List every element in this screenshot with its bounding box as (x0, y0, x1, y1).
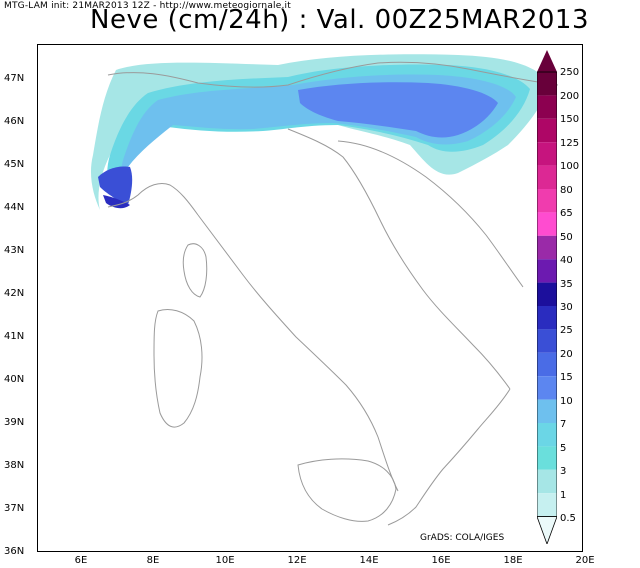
legend-label: 1 (560, 490, 567, 501)
legend-label: 0.5 (560, 513, 576, 524)
legend-swatch (537, 72, 557, 96)
legend-swatch (537, 259, 557, 283)
legend-top-arrow (537, 50, 557, 72)
legend-label: 40 (560, 255, 573, 266)
legend-label: 150 (560, 114, 580, 125)
lat-label: 37N (4, 503, 25, 514)
lat-label: 46N (4, 116, 25, 127)
snow-field (90, 54, 550, 210)
legend-label: 3 (560, 466, 567, 477)
legend-swatch (537, 376, 557, 400)
adriatic-coast (287, 128, 511, 390)
lat-label: 40N (4, 374, 25, 385)
legend-label: 100 (560, 161, 580, 172)
map-canvas (90, 54, 559, 526)
coastlines-and-borders (107, 61, 559, 526)
legend-swatch (537, 399, 557, 423)
lat-label: 36N (4, 546, 25, 557)
lon-label: 12E (287, 555, 307, 566)
legend-swatch (537, 282, 557, 306)
map-title: Neve (cm/24h) : Val. 00Z25MAR2013 (90, 5, 589, 35)
legend-label: 80 (560, 185, 573, 196)
lat-label: 39N (4, 417, 25, 428)
legend-swatch (537, 165, 557, 189)
snow-zone-blue (298, 82, 498, 138)
legend-label: 200 (560, 91, 580, 102)
lon-label: 10E (215, 555, 235, 566)
legend-label: 10 (560, 396, 573, 407)
lat-label: 45N (4, 159, 25, 170)
legend-swatch (537, 493, 557, 517)
alpine-border (107, 61, 559, 88)
lat-label: 42N (4, 288, 25, 299)
lat-label: 47N (4, 73, 25, 84)
sicily-outline (297, 458, 397, 522)
tyrrhenian-coast (197, 214, 399, 492)
lon-label: 8E (146, 555, 160, 566)
corsica-outline (182, 243, 208, 298)
legend-swatch (537, 446, 557, 470)
legend-label: 15 (560, 372, 573, 383)
color-legend (537, 50, 557, 544)
legend-swatch (537, 469, 557, 494)
legend-label: 250 (560, 67, 580, 78)
legend-swatch (537, 118, 557, 143)
legend-swatch (537, 423, 557, 447)
legend-swatch (537, 329, 557, 353)
legend-outline (537, 71, 557, 518)
legend-swatch (537, 352, 557, 377)
lat-label: 38N (4, 460, 25, 471)
snow-zone-deep (98, 166, 133, 205)
legend-label: 50 (560, 232, 573, 243)
legend-label: 65 (560, 208, 573, 219)
sardinia-outline (153, 308, 203, 428)
legend-label: 25 (560, 325, 573, 336)
balkan-coast (337, 140, 524, 288)
snow-zone-max (103, 195, 130, 209)
legend-bottom-arrow (537, 516, 557, 544)
legend-label: 125 (560, 138, 580, 149)
lon-label: 6E (74, 555, 88, 566)
legend-label: 35 (560, 279, 573, 290)
legend-swatch (537, 212, 557, 236)
lat-label: 43N (4, 245, 25, 256)
map-area (37, 44, 583, 552)
model-info-line: MTG-LAM init: 21MAR2013 12Z - http://www… (4, 1, 291, 11)
credit-label: GrADS: COLA/IGES (420, 533, 505, 543)
legend-swatch (537, 235, 557, 260)
lon-label: 20E (575, 555, 595, 566)
legend-label: 30 (560, 302, 573, 313)
lon-label: 14E (359, 555, 379, 566)
lat-label: 44N (4, 202, 25, 213)
legend-label: 7 (560, 419, 567, 430)
lat-label: 41N (4, 331, 25, 342)
lon-label: 16E (431, 555, 451, 566)
legend-swatch (537, 95, 557, 119)
legend-label: 20 (560, 349, 573, 360)
legend-swatch (537, 306, 557, 330)
legend-swatch (537, 142, 557, 166)
lon-label: 18E (503, 555, 523, 566)
ligurian-coast (107, 182, 199, 216)
legend-swatch (537, 189, 557, 213)
ionian-coast (387, 388, 511, 526)
legend-label: 5 (560, 443, 567, 454)
